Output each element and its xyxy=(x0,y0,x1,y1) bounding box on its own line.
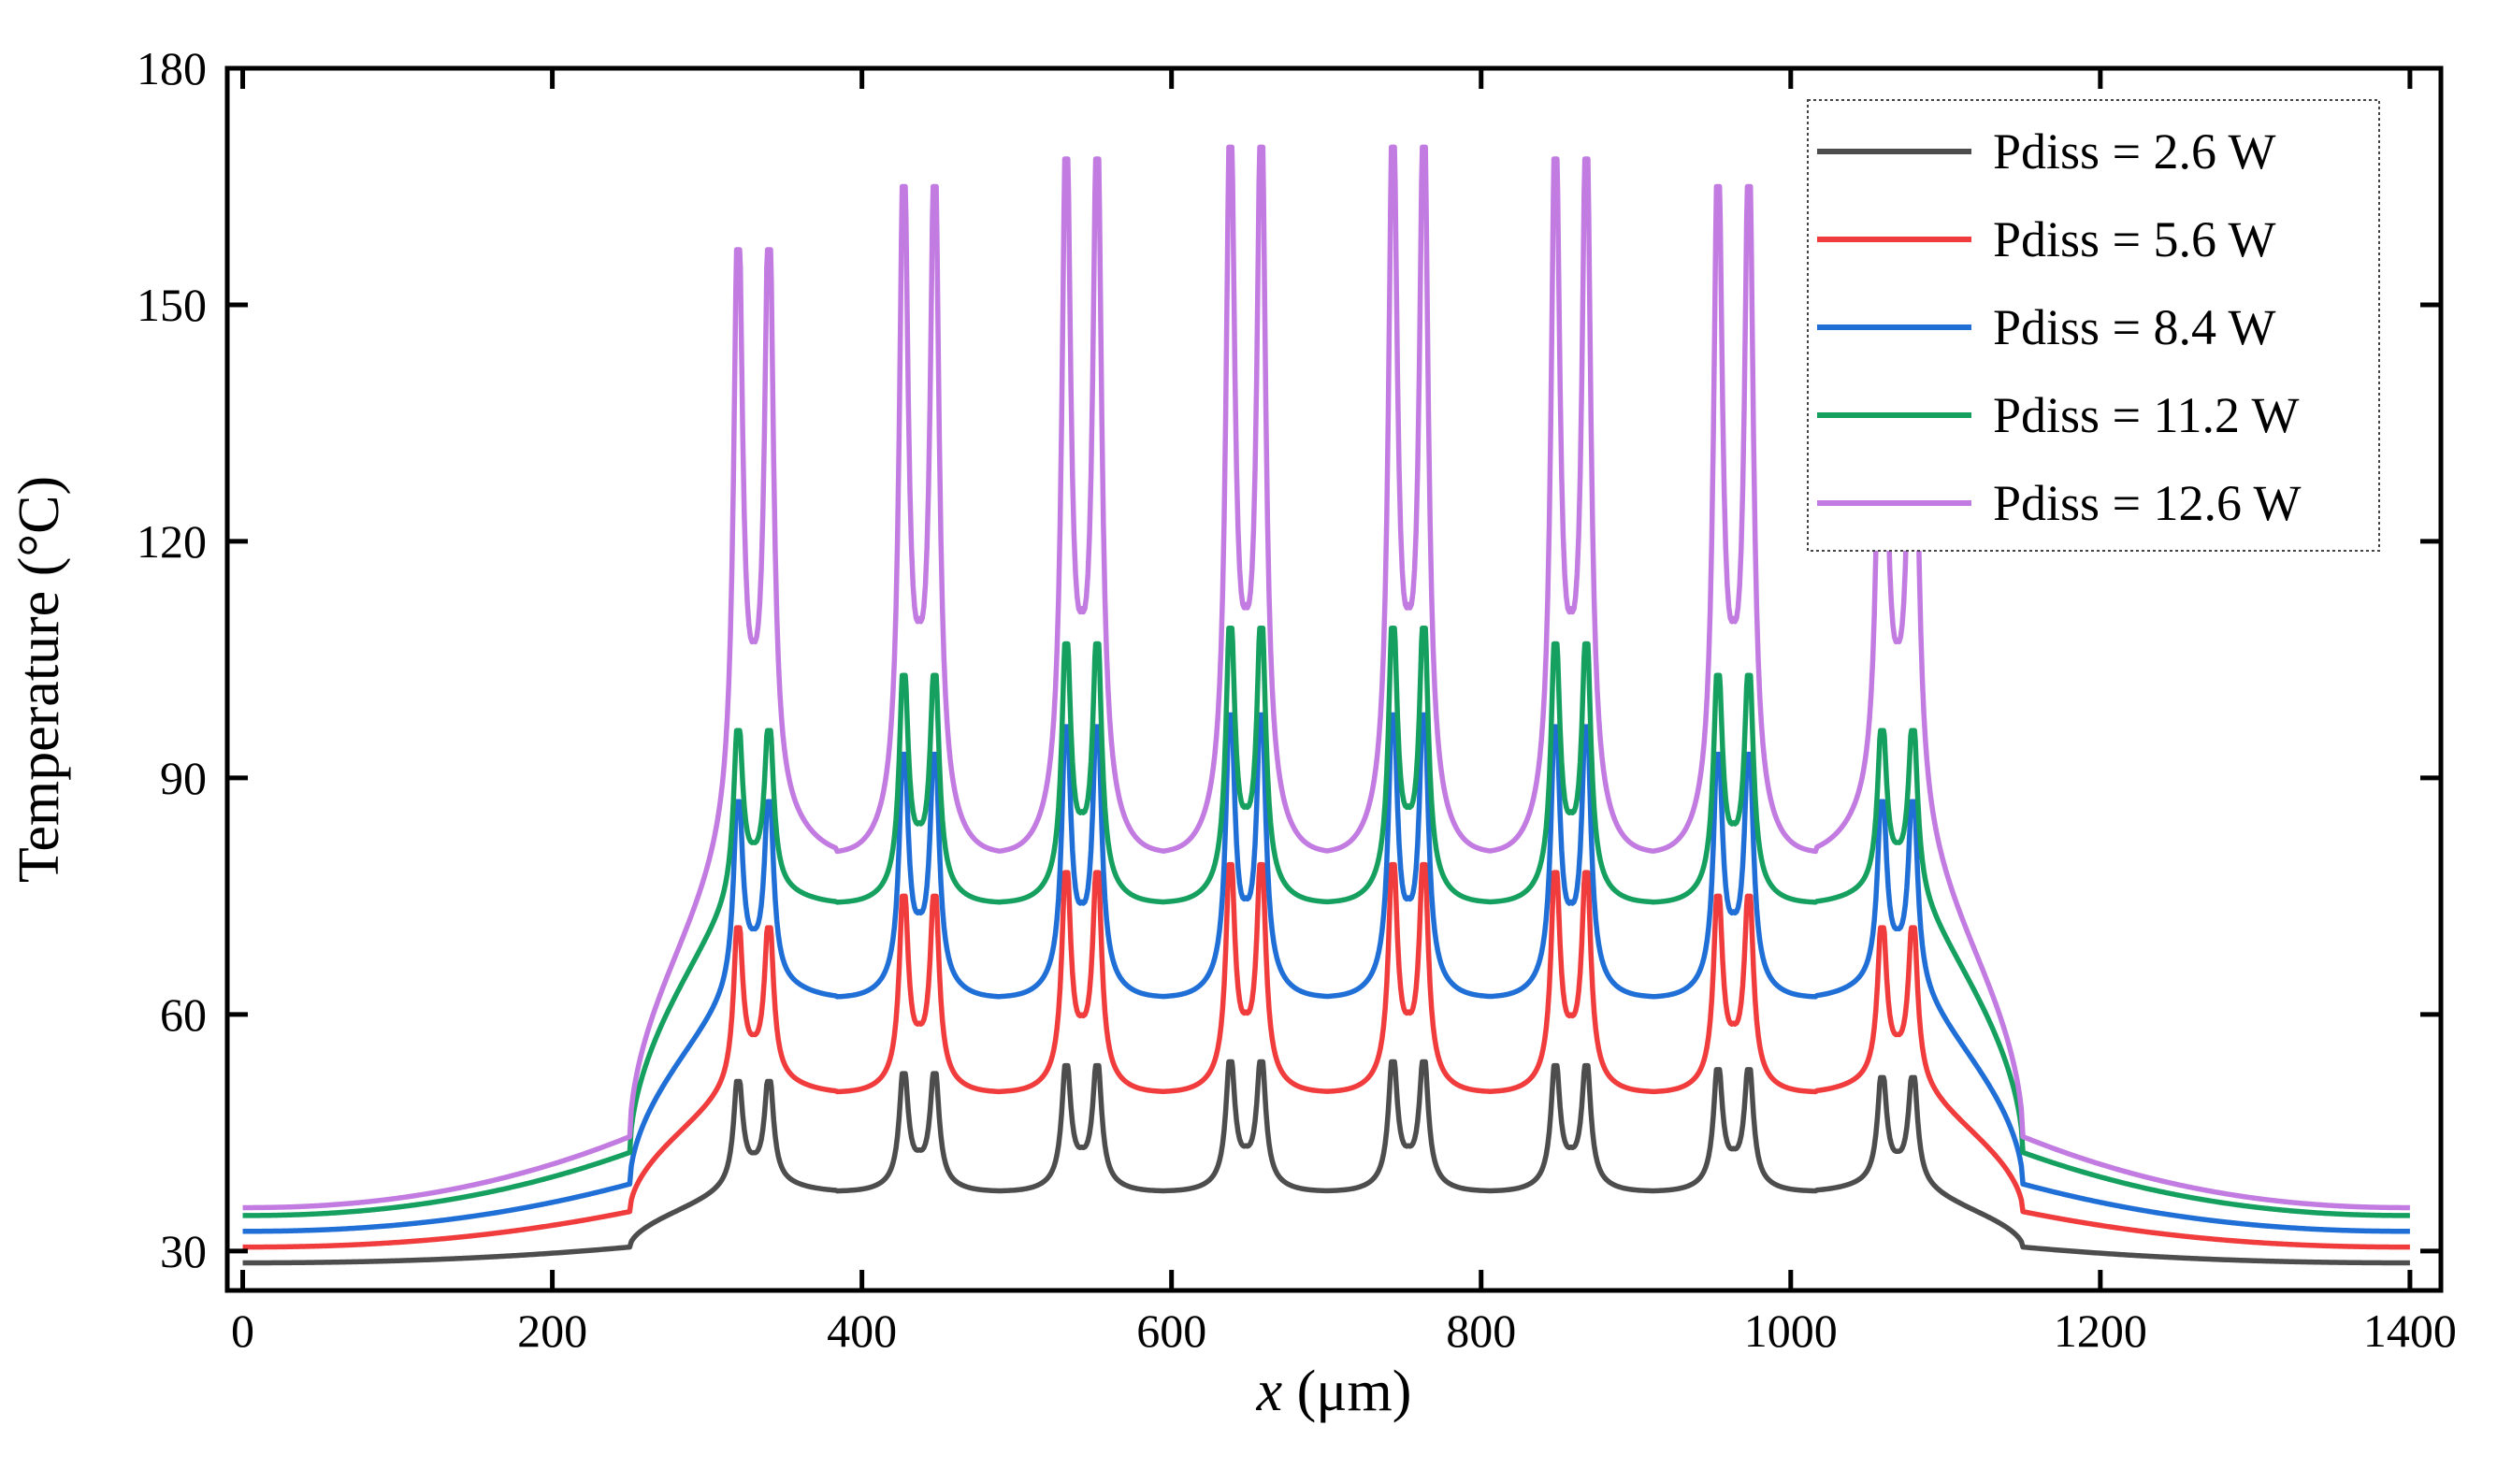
series-line-5 xyxy=(241,144,2411,1211)
y-tick-label: 90 xyxy=(160,752,207,804)
legend-label: Pdiss = 2.6 W xyxy=(1993,123,2276,180)
y-tick-label: 120 xyxy=(137,515,207,568)
legend-label: Pdiss = 8.4 W xyxy=(1993,299,2276,355)
x-tick-label: 1400 xyxy=(2363,1304,2457,1357)
x-tick-label: 0 xyxy=(231,1304,254,1357)
x-axis-title: x (μm) xyxy=(1256,1360,1412,1423)
plot-frame xyxy=(224,65,2444,1293)
y-tick-labels: 30 60 90 120 150 180 xyxy=(137,42,207,1277)
series-line-1 xyxy=(241,1059,2411,1266)
series-group xyxy=(241,144,2411,1266)
legend-label: Pdiss = 11.2 W xyxy=(1993,387,2300,443)
y-axis-title: Temperature (°C) xyxy=(7,476,71,883)
x-tick-label: 200 xyxy=(517,1304,587,1357)
series-line-2 xyxy=(241,861,2411,1250)
legend: Pdiss = 2.6 W Pdiss = 5.6 W Pdiss = 8.4 W P… xyxy=(1807,99,2380,552)
x-tick-label: 600 xyxy=(1136,1304,1206,1357)
x-tick-label: 1000 xyxy=(1744,1304,1838,1357)
legend-label: Pdiss = 12.6 W xyxy=(1993,475,2302,531)
x-tick-label: 400 xyxy=(827,1304,897,1357)
y-tick-label: 180 xyxy=(137,42,207,94)
x-axis-variable: x xyxy=(1256,1360,1283,1423)
x-tick-label: 1200 xyxy=(2054,1304,2147,1357)
x-axis-unit: (μm) xyxy=(1282,1360,1411,1423)
series-line-3 xyxy=(241,712,2411,1234)
y-tick-label: 30 xyxy=(160,1225,207,1277)
series-line-4 xyxy=(241,625,2411,1218)
x-tick-labels: 0 200 400 600 800 1000 1200 1400 xyxy=(231,1304,2457,1357)
y-tick-label: 60 xyxy=(160,988,207,1041)
y-tick-label: 150 xyxy=(137,279,207,331)
x-tick-label: 800 xyxy=(1446,1304,1516,1357)
tick-marks xyxy=(227,65,2441,1290)
legend-label: Pdiss = 5.6 W xyxy=(1993,211,2276,267)
